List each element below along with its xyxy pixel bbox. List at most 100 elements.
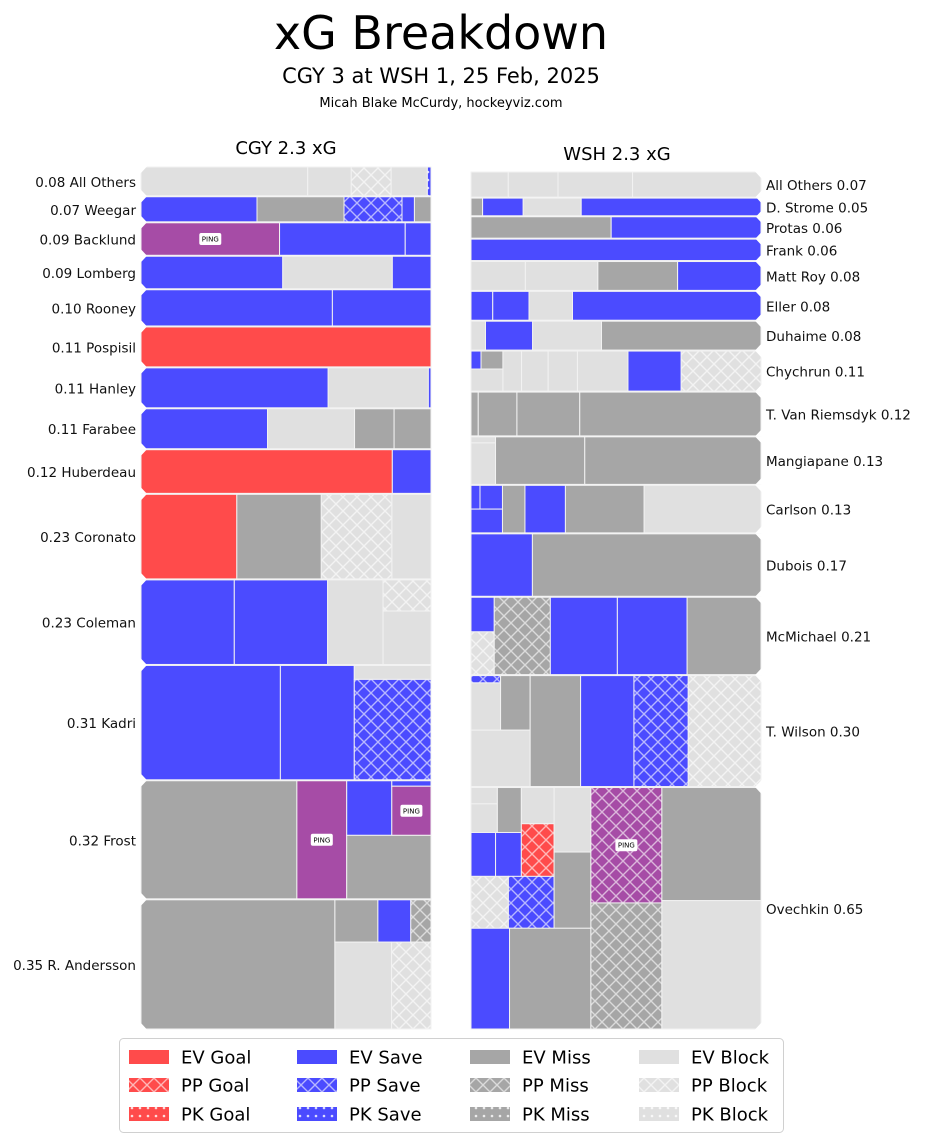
player-row: All Others 0.07 bbox=[470, 171, 867, 198]
shot-pk-save bbox=[426, 166, 432, 197]
legend-swatch bbox=[470, 1050, 510, 1064]
player-row: D. Strome 0.05 bbox=[470, 197, 868, 217]
legend-label: EV Goal bbox=[181, 1048, 251, 1069]
player-label: 0.31 Kadri bbox=[67, 716, 136, 732]
shot-ev-block bbox=[522, 197, 582, 217]
shot-ev-save bbox=[627, 350, 682, 392]
shot-ev-miss bbox=[470, 391, 479, 437]
shot-ev-block bbox=[470, 368, 504, 392]
legend-item-pk-miss: PK Miss bbox=[470, 1105, 590, 1126]
chart-credit: Micah Blake McCurdy, hockeyviz.com bbox=[319, 96, 562, 111]
shot-ev-block bbox=[576, 350, 629, 392]
player-row: 0.10 Rooney bbox=[52, 289, 432, 327]
shot-ev-block bbox=[528, 290, 573, 321]
legend-swatch bbox=[129, 1050, 169, 1064]
ping-badge bbox=[400, 804, 423, 817]
shot-ev-save bbox=[495, 831, 522, 877]
player-row: T. Van Riemsdyk 0.12 bbox=[470, 391, 911, 437]
legend-item-ev-goal: EV Goal bbox=[129, 1048, 251, 1069]
team-title-cgy: CGY 2.3 xG bbox=[235, 138, 336, 159]
shot-ev-miss bbox=[140, 780, 298, 900]
player-row: 0.35 R. Andersson bbox=[13, 899, 432, 1030]
shot-ev-block bbox=[470, 436, 497, 444]
shot-ev-block bbox=[307, 166, 352, 197]
player-row: PING PING 0.32 Frost bbox=[69, 780, 432, 900]
shot-ev-goal bbox=[140, 449, 393, 494]
shot-ev-miss bbox=[140, 899, 336, 1030]
player-label: Duhaime 0.08 bbox=[766, 329, 861, 345]
shot-ev-miss bbox=[584, 436, 762, 485]
shot-ev-save bbox=[346, 780, 393, 836]
shot-ev-save bbox=[401, 196, 415, 223]
player-row: Chychrun 0.11 bbox=[470, 350, 865, 392]
shot-ev-miss bbox=[495, 436, 586, 485]
shot-ev-save bbox=[331, 289, 432, 327]
legend-item-pp-block: PP Block bbox=[639, 1076, 768, 1097]
player-row: 0.11 Hanley bbox=[55, 367, 432, 409]
shot-ev-save bbox=[470, 290, 494, 321]
shot-ev-block bbox=[632, 171, 762, 198]
player-row: Protas 0.06 bbox=[470, 216, 842, 239]
shot-ev-block bbox=[521, 350, 549, 392]
shot-ev-block bbox=[327, 579, 384, 665]
player-label: Protas 0.06 bbox=[766, 221, 842, 237]
player-row: 0.11 Pospisil bbox=[52, 326, 432, 368]
shot-pp-block bbox=[382, 579, 432, 612]
shot-ev-miss bbox=[393, 408, 432, 450]
shot-ev-block bbox=[470, 682, 502, 731]
legend-label: EV Save bbox=[349, 1048, 423, 1069]
shot-ev-block bbox=[140, 166, 309, 197]
legend-label: EV Block bbox=[691, 1048, 770, 1069]
legend-item-ev-block: EV Block bbox=[639, 1048, 770, 1069]
shot-ev-save bbox=[470, 927, 511, 1030]
shot-ev-miss bbox=[470, 216, 612, 239]
player-row: Carlson 0.13 bbox=[470, 484, 851, 534]
legend-item-pp-save: PP Save bbox=[297, 1076, 421, 1097]
shot-ev-block bbox=[507, 171, 559, 198]
shot-ev-save bbox=[479, 484, 503, 510]
shot-ev-ping bbox=[296, 780, 348, 900]
shot-pp-save bbox=[507, 875, 555, 929]
shot-ev-block bbox=[520, 787, 555, 825]
shot-ev-save bbox=[377, 899, 412, 943]
player-label: McMichael 0.21 bbox=[766, 629, 871, 645]
shot-ev-block bbox=[470, 803, 498, 833]
legend-label: PP Save bbox=[349, 1076, 421, 1097]
shot-ev-save bbox=[610, 216, 762, 239]
ping-label: PING bbox=[202, 236, 219, 244]
shot-ev-block bbox=[643, 484, 762, 534]
shot-ev-save bbox=[482, 197, 524, 217]
player-label: T. Van Riemsdyk 0.12 bbox=[765, 407, 911, 423]
player-row: T. Wilson 0.30 bbox=[470, 675, 860, 788]
shot-ev-miss bbox=[553, 851, 592, 929]
player-row: PING 0.09 Backlund bbox=[39, 222, 432, 256]
shot-ev-miss bbox=[346, 834, 432, 900]
player-label: D. Strome 0.05 bbox=[766, 200, 868, 216]
shot-ev-save bbox=[549, 596, 618, 676]
shot-ev-block bbox=[390, 166, 428, 197]
player-label: 0.09 Backlund bbox=[39, 233, 136, 249]
shot-ev-save bbox=[391, 780, 432, 787]
shot-ev-block bbox=[502, 350, 523, 392]
legend-item-pk-goal: PK Goal bbox=[129, 1105, 250, 1126]
shot-ev-save bbox=[492, 290, 530, 321]
player-label: 0.11 Farabee bbox=[48, 422, 136, 438]
shot-ev-block bbox=[470, 729, 531, 788]
player-label: 0.10 Rooney bbox=[52, 301, 137, 317]
player-label: Carlson 0.13 bbox=[766, 503, 851, 519]
player-row: 0.09 Lomberg bbox=[42, 255, 432, 290]
legend-swatch bbox=[470, 1078, 510, 1092]
shot-ev-miss bbox=[470, 197, 484, 217]
legend-label: PK Goal bbox=[181, 1105, 250, 1126]
shot-ev-save bbox=[391, 255, 432, 290]
team-panel-wsh: All Others 0.07 D. Strome 0.05 Protas 0.06… bbox=[470, 171, 911, 1030]
shot-ev-miss bbox=[334, 899, 379, 943]
shot-pp-block bbox=[391, 941, 432, 1030]
legend-label: EV Miss bbox=[522, 1048, 591, 1069]
team-panel-cgy: 0.08 All Others 0.07 Weegar PING 0.09 Backl… bbox=[13, 166, 432, 1030]
shot-ev-save bbox=[580, 197, 762, 217]
ping-badge bbox=[199, 233, 222, 246]
player-label: Dubois 0.17 bbox=[766, 559, 847, 575]
shot-pp-save bbox=[343, 196, 403, 223]
team-title-wsh: WSH 2.3 xG bbox=[563, 144, 670, 165]
